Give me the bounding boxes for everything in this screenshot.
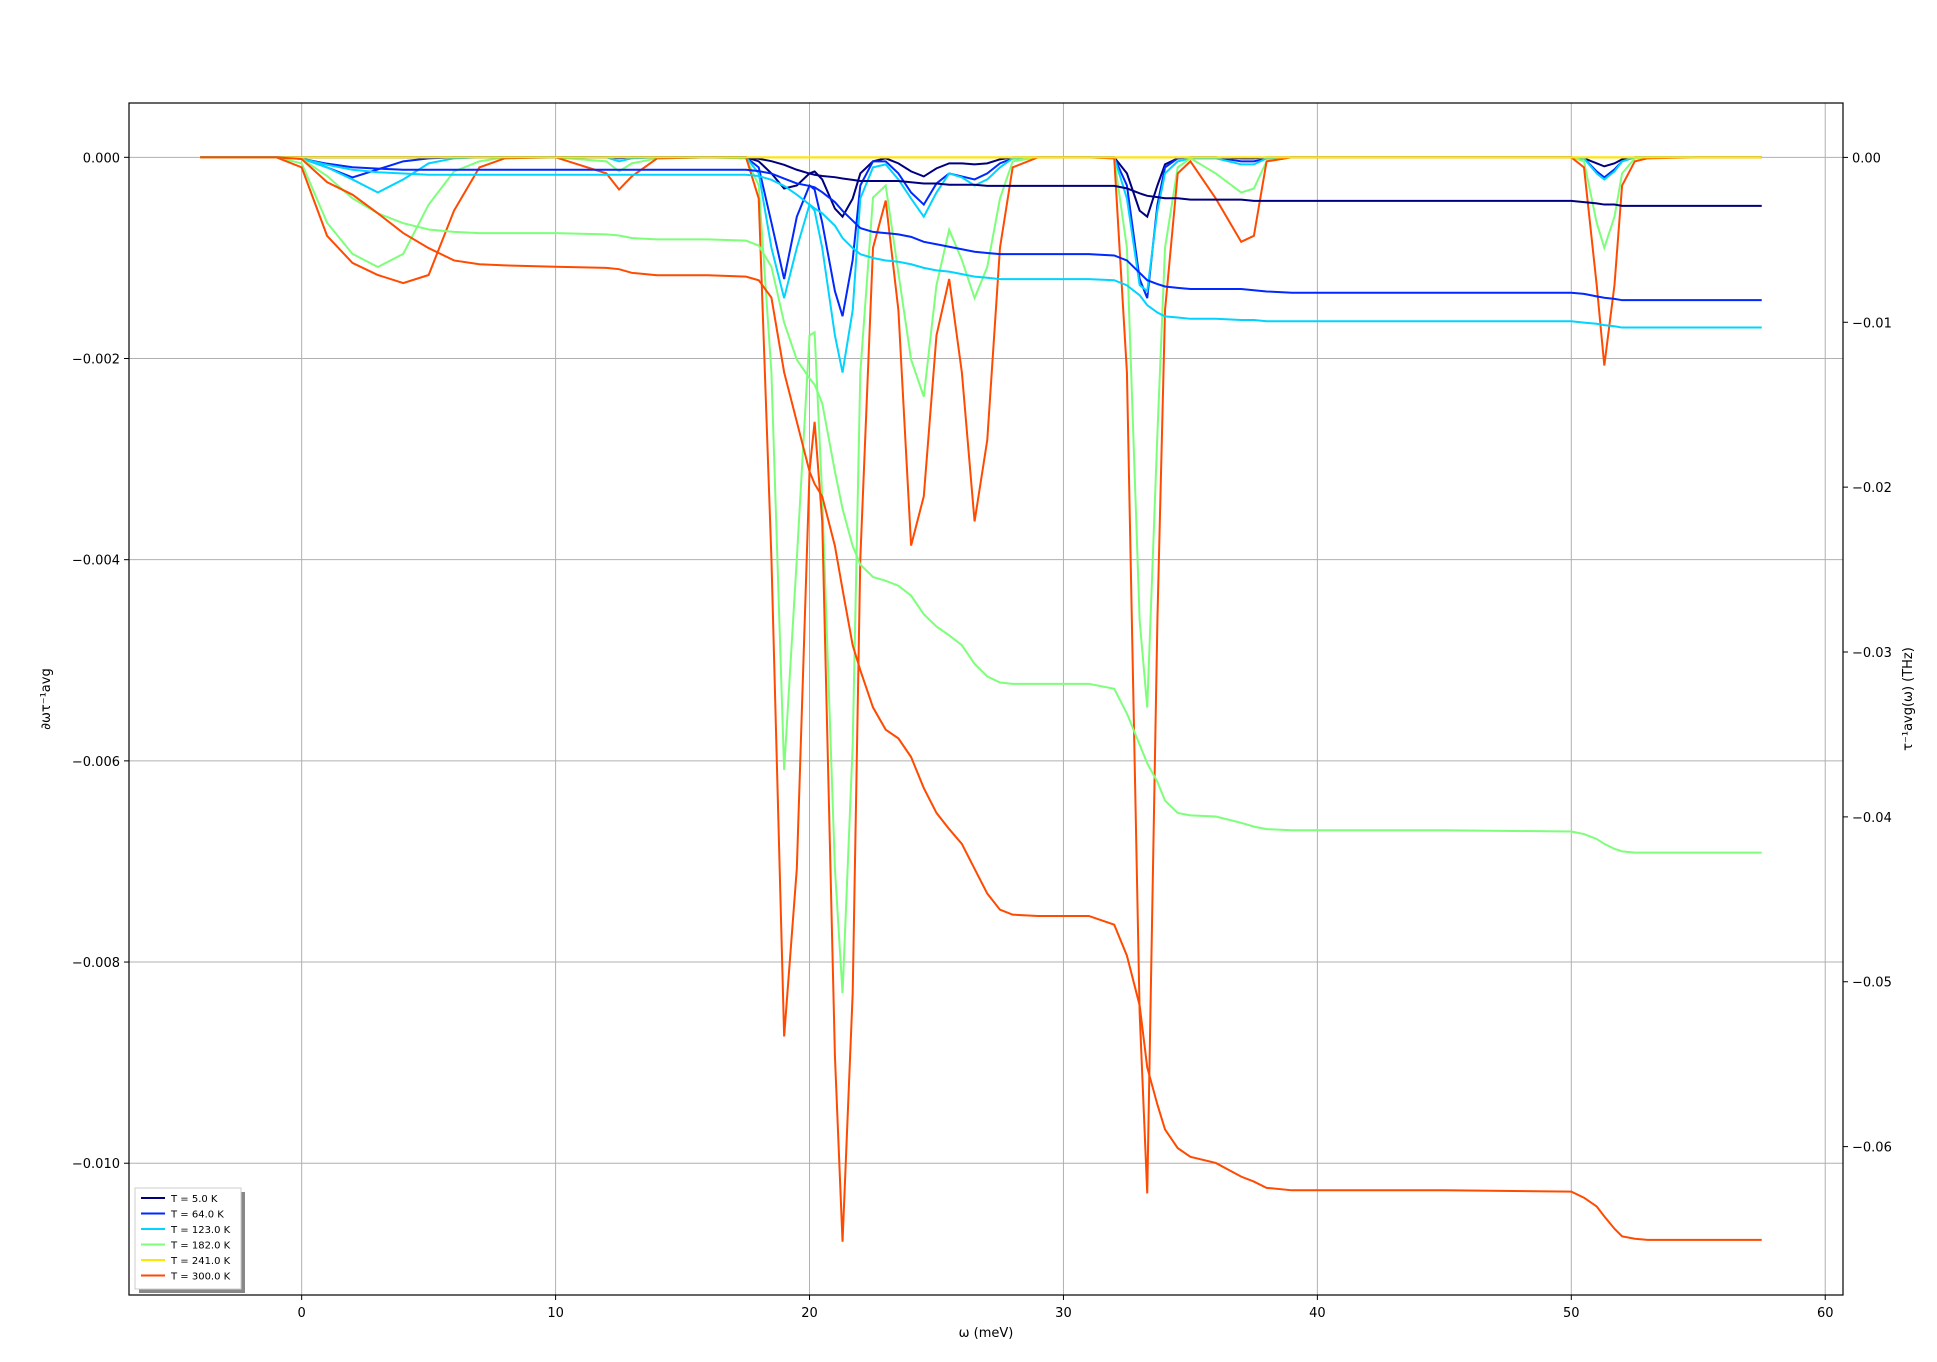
legend-label: T = 241.0 K [170,1256,231,1267]
x-tick-label: 30 [1055,1306,1072,1321]
y2-tick-label: 0.00 [1852,151,1881,166]
y-tick-label: −0.006 [72,755,120,770]
line [200,156,1762,1241]
y2-axis-label: τ⁻¹avg(ω) (THz) [1901,647,1916,751]
y-tick-label: −0.008 [72,956,120,971]
x-tick-label: 20 [801,1306,818,1321]
legend: T = 5.0 K T = 64.0 K T = 123.0 K T = 182.0 … [134,1187,245,1293]
legend-label: T = 64.0 K [170,1210,224,1221]
x-tick-label: 40 [1309,1306,1326,1321]
line [200,156,1762,994]
legend-label: T = 182.0 K [170,1241,231,1252]
y2-tick-label: −0.04 [1852,811,1892,826]
y-tick-label: −0.004 [72,554,120,569]
line [200,156,1762,329]
line [200,156,1762,219]
legend-label: T = 5.0 K [170,1194,218,1205]
y2-tick-label: −0.03 [1852,646,1892,661]
y2-tick-label: −0.05 [1852,976,1892,991]
plot-frame [128,102,1844,1296]
legend-box [134,1187,242,1290]
y-axis-label: ∂ωτ⁻¹avg [39,668,54,729]
x-axis-label: ω (meV) [959,1326,1014,1341]
line [200,156,1762,373]
line [200,156,1762,302]
y-tick-label: 0.000 [83,151,120,166]
y2-tick-label: −0.01 [1852,316,1892,331]
x-tick-label: 60 [1817,1306,1834,1321]
legend-label: T = 123.0 K [170,1225,231,1236]
x-tick-label: 0 [298,1306,306,1321]
y-tick-label: −0.010 [72,1157,120,1172]
line [200,156,1762,1242]
y2-tick-label: −0.02 [1852,481,1892,496]
x-tick-label: 50 [1563,1306,1580,1321]
legend-label: T = 300.0 K [170,1272,231,1283]
x-tick-label: 10 [547,1306,564,1321]
y-tick-label: −0.002 [72,353,120,368]
line [200,156,1762,854]
y2-tick-label: −0.06 [1852,1141,1892,1156]
